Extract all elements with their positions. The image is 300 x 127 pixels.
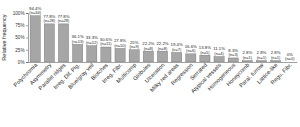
count-label: (n=1): [243, 55, 253, 60]
y-tick: 0%: [18, 60, 28, 65]
bar: [115, 48, 125, 62]
x-axis-line: [29, 62, 298, 63]
x-axis: PolychromiaAsymmetryParallel ridgesIrreg…: [12, 61, 297, 94]
y-tick-mark: [26, 50, 28, 51]
y-tick-label: 100%: [13, 11, 25, 16]
bar: [200, 55, 210, 62]
count-label: (n=28): [44, 18, 56, 23]
bar: [214, 57, 224, 62]
bars: [30, 16, 281, 62]
y-tick-mark: [26, 13, 28, 14]
count-label: (n=8): [158, 46, 168, 51]
y-tick: 50%: [15, 35, 28, 40]
bar: [73, 44, 83, 62]
plot-area: 0% 25% 50% 75% 100% PolychromiaAsymmetryParal…: [12, 6, 297, 95]
count-label: (n=1): [257, 55, 267, 60]
count-label: (n=10): [114, 43, 126, 48]
count-label: (n=9): [129, 44, 139, 49]
bar: [143, 51, 153, 62]
y-tick-label: 75%: [15, 23, 24, 28]
y-tick-label: 25%: [15, 48, 24, 53]
count-label: (n=4): [214, 51, 224, 56]
x-tick-label: Regu. Fibr.: [269, 62, 293, 86]
bar: [172, 52, 182, 62]
count-label: (n=3): [228, 52, 238, 57]
y-axis-title: Relative frequency: [1, 14, 7, 61]
y-tick-mark: [26, 25, 28, 26]
y-tick-label: 0%: [18, 60, 25, 65]
count-label: (n=0): [285, 56, 295, 61]
y-axis: 0% 25% 50% 75% 100%: [13, 11, 29, 65]
x-tick-label: Regression: [170, 62, 194, 86]
bar: [44, 24, 54, 62]
y-axis-line: [26, 14, 29, 63]
bar: [87, 46, 97, 62]
y-tick-mark: [26, 38, 28, 39]
data-labels: 94.4%(n=34)77.8%(n=28)77.8%(n=28)36.1%(n…: [29, 6, 295, 62]
y-tick-mark: [26, 62, 28, 63]
chart: 0% 25% 50% 75% 100% PolychromiaAsymmetryParal…: [0, 0, 300, 127]
y-tick: 100%: [13, 11, 28, 16]
count-label: (n=34): [29, 10, 41, 15]
x-tick: Regu. Fibr.: [269, 62, 293, 86]
y-tick-label: 50%: [15, 35, 24, 40]
count-label: (n=1): [271, 55, 281, 60]
bar: [228, 58, 238, 62]
count-label: (n=28): [58, 18, 70, 23]
bar: [129, 50, 139, 62]
count-label: (n=13): [72, 39, 84, 44]
count-label: (n=5): [200, 50, 210, 55]
y-tick: 25%: [15, 48, 28, 53]
x-tick: Regression: [170, 62, 194, 86]
count-label: (n=11): [100, 41, 112, 46]
bar: [256, 61, 266, 62]
bar: [285, 62, 295, 63]
count-label: (n=6): [186, 48, 196, 53]
bar: [186, 54, 196, 62]
y-tick: 75%: [15, 23, 28, 28]
bar: [242, 61, 252, 62]
count-label: (n=7): [172, 47, 182, 52]
count-label: (n=8): [144, 46, 154, 51]
bar: [157, 51, 167, 62]
bar: [101, 47, 111, 62]
bar: [58, 24, 68, 62]
count-label: (n=12): [86, 40, 98, 45]
bar: [30, 16, 40, 62]
bar: [271, 61, 281, 62]
